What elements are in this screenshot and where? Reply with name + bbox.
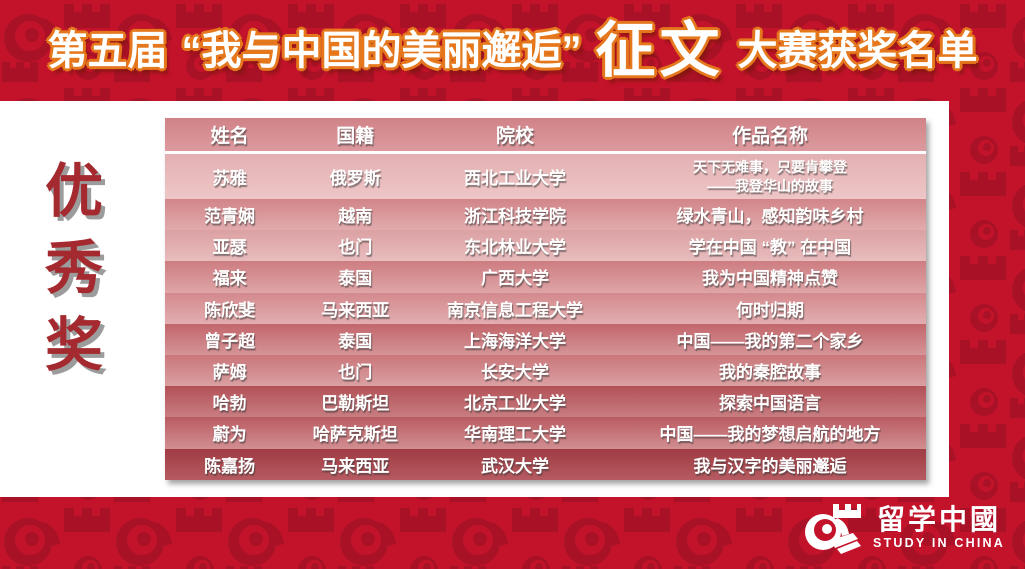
award-char: 奖 (44, 313, 103, 378)
cell-nationality: 巴勒斯坦 (321, 394, 390, 414)
table-header-row: 姓名 国籍 院校 作品名称 (165, 118, 926, 151)
cell-nationality: 马来西亚 (321, 300, 390, 320)
cell-name: 陈嘉扬 (204, 456, 256, 476)
table-body: 苏雅 俄罗斯 西北工业大学 天下无难事，只要肯攀登 ——我登华山的故事 范青娴 … (165, 154, 926, 480)
cell-school: 南京信息工程大学 (447, 300, 584, 320)
cell-name: 亚瑟 (212, 238, 247, 258)
cell-nationality: 哈萨克斯坦 (312, 425, 398, 445)
column-header-nationality: 国籍 (336, 126, 375, 147)
table-row: 蔚为 哈萨克斯坦 华南理工大学 中国——我的梦想启航的地方 (165, 417, 926, 449)
cell-work: 绿水青山，感知韵味乡村 (676, 207, 864, 227)
column-header-work: 作品名称 (731, 126, 808, 147)
cell-work: 我为中国精神点赞 (701, 269, 838, 289)
cell-work: 学在中国 “教” 在中国 (688, 238, 852, 258)
cell-work: 中国——我的梦想启航的地方 (659, 425, 881, 445)
cell-work: 何时归期 (735, 300, 804, 320)
cell-work: 天下无难事，只要肯攀登 ——我登华山的故事 (614, 158, 926, 194)
award-char: 秀 (44, 236, 103, 301)
table-row: 亚瑟 也门 东北林业大学 学在中国 “教” 在中国 (165, 230, 926, 262)
logo-text: 留学中國 STUDY IN CHINA (873, 504, 1005, 551)
table-row: 哈勃 巴勒斯坦 北京工业大学 探索中国语言 (165, 386, 926, 418)
table-row: 陈欣斐 马来西亚 南京信息工程大学 何时归期 (165, 292, 926, 324)
column-header-name: 姓名 (210, 126, 249, 147)
table-row: 陈嘉扬 马来西亚 武汉大学 我与汉字的美丽邂逅 (165, 448, 926, 480)
cell-nationality: 也门 (338, 363, 373, 383)
cell-nationality: 马来西亚 (321, 456, 390, 476)
table-row: 福来 泰国 广西大学 我为中国精神点赞 (165, 261, 926, 293)
table-row: 萨姆 也门 长安大学 我的秦腔故事 (165, 354, 926, 387)
cell-nationality: 越南 (338, 207, 373, 227)
cell-name: 苏雅 (212, 169, 247, 188)
cell-school: 广西大学 (481, 269, 550, 289)
winners-table: 姓名 国籍 院校 作品名称 苏雅 俄罗斯 西北工业大学 天下无难事，只要肯攀登 … (165, 118, 926, 480)
cell-nationality: 泰国 (338, 331, 373, 351)
column-header-school: 院校 (496, 126, 535, 147)
cell-nationality: 泰国 (338, 269, 373, 289)
cell-school: 东北林业大学 (464, 238, 567, 258)
cell-school: 北京工业大学 (464, 394, 567, 414)
work-title-line1: 天下无难事，只要肯攀登 (692, 159, 847, 176)
award-char: 优 (44, 159, 103, 224)
page-title: 第五届 “我与中国的美丽邂逅” 征文 大赛获奖名单 (0, 0, 1025, 101)
logo-english-name: STUDY IN CHINA (873, 536, 1005, 551)
cell-name: 陈欣斐 (204, 300, 256, 320)
award-category-label: 优 秀 奖 (36, 163, 112, 375)
cell-name: 范青娴 (204, 207, 256, 227)
cell-name: 哈勃 (212, 394, 247, 414)
title-quoted: “我与中国的美丽邂逅” (181, 28, 582, 73)
cell-work: 我的秦腔故事 (718, 363, 821, 383)
cell-school: 长安大学 (481, 363, 550, 383)
logo-chinese-name: 留学中國 (877, 504, 1002, 536)
table-row: 范青娴 越南 浙江科技学院 绿水青山，感知韵味乡村 (165, 199, 926, 231)
table-row: 曾子超 泰国 上海海洋大学 中国——我的第二个家乡 (165, 323, 926, 355)
cell-school: 上海海洋大学 (464, 331, 567, 351)
study-in-china-logo-icon (805, 504, 862, 554)
study-in-china-logo: 留学中國 STUDY IN CHINA (803, 502, 1005, 554)
cell-name: 曾子超 (204, 331, 256, 351)
cell-work: 中国——我的第二个家乡 (676, 331, 864, 351)
work-title-line2: ——我登华山的故事 (706, 177, 833, 194)
cell-nationality: 也门 (338, 238, 373, 258)
cell-nationality: 俄罗斯 (329, 169, 381, 188)
cell-name: 福来 (212, 269, 247, 289)
cell-school: 武汉大学 (481, 456, 550, 476)
cell-name: 蔚为 (212, 425, 247, 445)
table-row: 苏雅 俄罗斯 西北工业大学 天下无难事，只要肯攀登 ——我登华山的故事 (165, 154, 926, 199)
title-highlight: 征文 (595, 16, 724, 84)
title-prefix: 第五届 (47, 28, 168, 73)
cell-school: 华南理工大学 (464, 425, 567, 445)
cell-work: 我与汉字的美丽邂逅 (693, 456, 847, 476)
cell-name: 萨姆 (212, 363, 247, 383)
cell-school: 浙江科技学院 (464, 207, 567, 227)
cell-work: 探索中国语言 (718, 394, 821, 414)
title-suffix: 大赛获奖名单 (737, 28, 978, 73)
cell-school: 西北工业大学 (464, 169, 567, 188)
